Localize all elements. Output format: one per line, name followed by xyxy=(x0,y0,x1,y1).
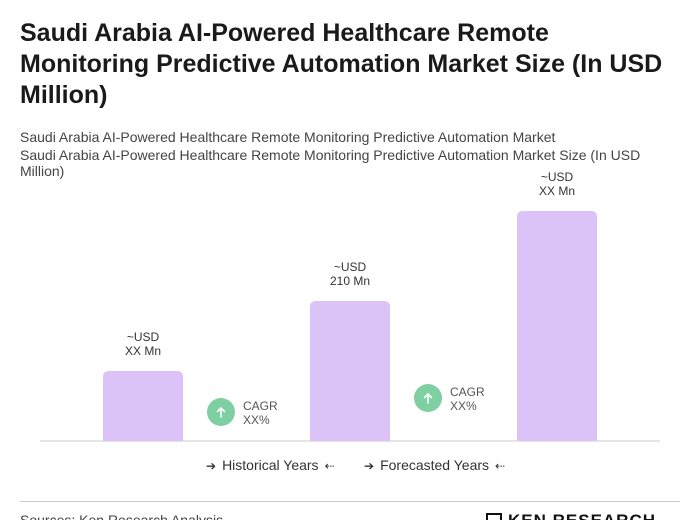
bar-1 xyxy=(103,371,183,441)
legend-historical: ➔ Historical Years ⇠ xyxy=(200,456,341,474)
logo-text: KEN RESEARCH xyxy=(508,511,656,520)
bar-2 xyxy=(310,301,390,441)
cagr-1-label-line-1: CAGR xyxy=(243,399,278,413)
legend-forecasted: ➔ Forecasted Years ⇠ xyxy=(358,456,511,474)
arrow-right-icon: ➔ xyxy=(206,459,217,473)
bar-3-label-line-2: XX Mn xyxy=(539,184,575,198)
legend-forecasted-label: Forecasted Years xyxy=(380,457,490,473)
source-note: Sources: Ken Research Analysis xyxy=(20,512,224,520)
chart-legend: ➔ Historical Years ⇠ ➔ Forecasted Years ⇠ xyxy=(0,456,700,474)
cagr-2-label-line-1: CAGR xyxy=(450,385,485,399)
bar-3 xyxy=(517,211,597,441)
logo-mark-icon xyxy=(486,513,502,520)
arrow-left-icon: ⇠ xyxy=(324,459,335,473)
ken-research-logo: KEN RESEARCH xyxy=(486,511,666,520)
cagr-2-label-line-2: XX% xyxy=(450,399,477,413)
legend-historical-label: Historical Years xyxy=(222,457,319,473)
footer-divider xyxy=(20,501,680,502)
cagr-1-label-line-2: XX% xyxy=(243,413,270,427)
chart-title: Saudi Arabia AI-Powered Healthcare Remot… xyxy=(20,19,663,109)
chart-subtitle-1: Saudi Arabia AI-Powered Healthcare Remot… xyxy=(20,129,556,145)
bar-2-label-line-1: ~USD xyxy=(334,260,367,274)
arrow-up-icon xyxy=(216,407,226,418)
bar-3-label-line-1: ~USD xyxy=(541,170,574,184)
arrow-up-icon xyxy=(423,393,433,404)
bar-2-label-line-2: 210 Mn xyxy=(330,274,370,288)
arrow-right-icon: ➔ xyxy=(364,459,375,473)
arrow-left-icon: ⇠ xyxy=(495,459,506,473)
bar-1-label-line-1: ~USD xyxy=(127,330,160,344)
chart-subtitle-2: Saudi Arabia AI-Powered Healthcare Remot… xyxy=(20,147,641,179)
bar-1-label-line-2: XX Mn xyxy=(125,344,161,358)
